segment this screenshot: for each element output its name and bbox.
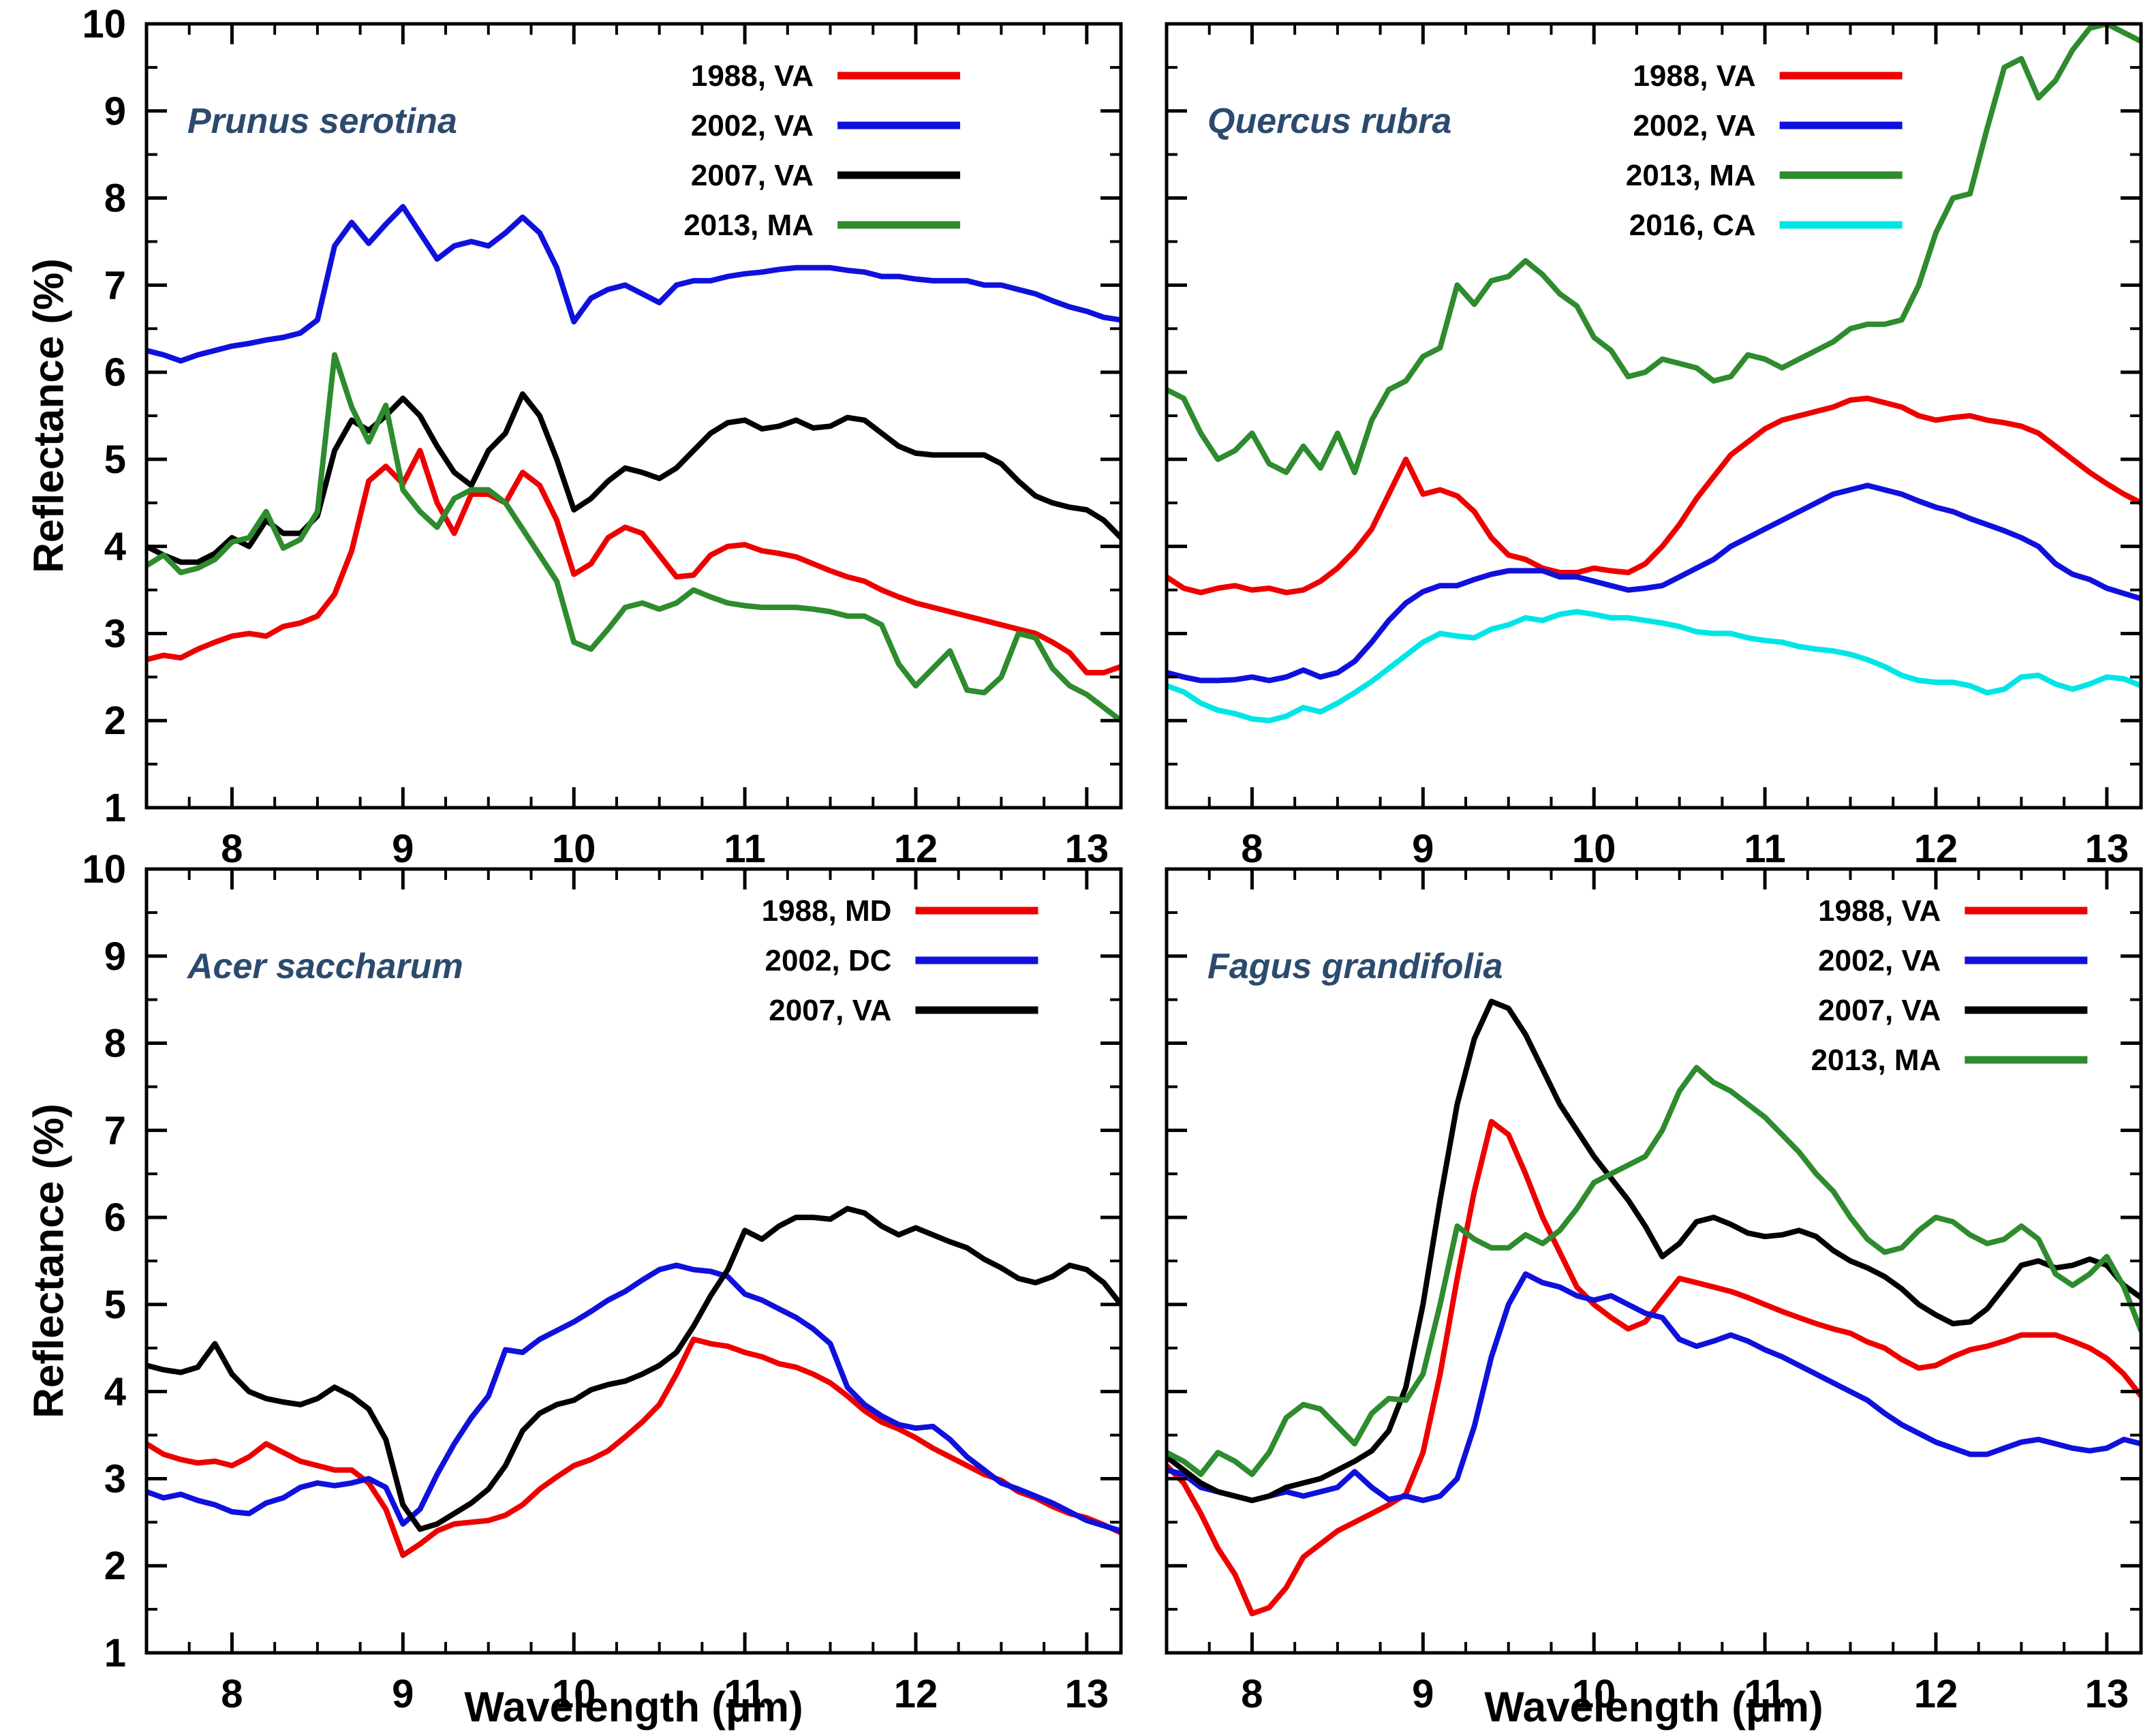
y-tick-label: 3 (104, 611, 126, 656)
series-line-1988-va (147, 448, 1121, 675)
series-line-2002-va (147, 204, 1121, 364)
x-tick-label: 9 (392, 827, 414, 871)
y-tick-label: 2 (104, 1544, 126, 1588)
series-line-1988-md (147, 1337, 1121, 1558)
legend: 1988, VA 2002, VA 2007, VA 2013, MA (683, 59, 961, 242)
legend-label: 2002, VA (691, 109, 814, 142)
x-axis-label-left: Wavelength (μm) (464, 1684, 803, 1731)
y-tick-label: 6 (104, 350, 126, 395)
series-line-2013-ma (147, 352, 1121, 724)
x-tick-label: 11 (1744, 827, 1785, 871)
legend-label: 2016, CA (1629, 209, 1756, 242)
x-tick-label: 9 (1412, 1672, 1434, 1716)
series-line-2007-va (147, 1206, 1121, 1532)
x-tick-label: 8 (1241, 827, 1263, 871)
x-tick-label: 10 (1572, 1672, 1616, 1716)
legend-label: 2013, MA (683, 209, 814, 242)
x-tick-label: 13 (2085, 827, 2129, 871)
series-line-1988-va (1167, 1118, 2141, 1617)
x-tick-label: 10 (552, 1672, 596, 1716)
y-tick-label: 8 (104, 177, 126, 221)
y-axis-label-bottom: Reflectance (%) (25, 1103, 73, 1418)
legend-label: 2013, MA (1811, 1044, 1941, 1077)
x-tick-label: 13 (1065, 1672, 1109, 1716)
y-tick-label: 9 (104, 89, 126, 134)
y-tick-label: 1 (104, 786, 126, 830)
x-tick-label: 8 (221, 827, 243, 871)
x-tick-label: 13 (2085, 1672, 2129, 1716)
x-tick-label: 12 (1914, 1672, 1958, 1716)
legend-label: 2007, VA (769, 994, 891, 1027)
axis-border (1165, 867, 2143, 1655)
panel-title: Acer saccharum (186, 947, 463, 986)
x-tick-label: 11 (724, 827, 765, 871)
legend-label: 1988, VA (691, 59, 814, 93)
series-line-2013-ma (1167, 24, 2141, 476)
y-tick-label: 3 (104, 1457, 126, 1501)
y-tick-label: 10 (82, 2, 126, 46)
x-tick-label: 8 (1241, 1672, 1263, 1716)
x-tick-label: 8 (221, 1672, 243, 1716)
series-line-1988-va (1167, 395, 2141, 596)
panel-title: Fagus grandifolia (1207, 947, 1503, 986)
x-tick-label: 9 (392, 1672, 414, 1716)
legend-label: 2002, VA (1818, 944, 1941, 977)
y-tick-label: 4 (104, 1370, 126, 1414)
x-axis-label-right: Wavelength (μm) (1484, 1684, 1823, 1731)
series-line-2007-va (147, 391, 1121, 565)
x-tick-label: 11 (1744, 1672, 1785, 1716)
y-tick-label: 4 (104, 525, 126, 569)
x-tick-label: 13 (1065, 827, 1109, 871)
series-line-2007-va (1167, 999, 2141, 1504)
y-tick-label: 5 (104, 1283, 126, 1327)
legend-label: 1988, VA (1818, 894, 1941, 928)
y-tick-label: 7 (104, 263, 126, 307)
legend-label: 2002, VA (1633, 109, 1755, 142)
series-group (147, 1206, 1121, 1558)
y-tick-label: 1 (104, 1631, 126, 1675)
x-tick-label: 12 (894, 827, 938, 871)
y-tick-label: 8 (104, 1022, 126, 1066)
y-tick-label: 7 (104, 1108, 126, 1153)
legend-label: 2007, VA (691, 159, 814, 192)
x-tick-label: 11 (724, 1672, 765, 1716)
legend: 1988, VA 2002, VA 2013, MA 2016, CA (1626, 59, 1903, 242)
legend-label: 1988, VA (1633, 59, 1755, 93)
legend-label: 2002, DC (765, 944, 892, 977)
legend: 1988, MD 2002, DC 2007, VA (762, 894, 1038, 1027)
legend-label: 2007, VA (1818, 994, 1941, 1027)
panel-title: Prunus serotina (187, 102, 457, 141)
panel-fagus-grandifolia: 8 9 10 11 12 13 Fagus grandifolia 1988, VA 2002,… (1165, 867, 2143, 1716)
series-line-2016-ca (1167, 609, 2141, 724)
axis-border (144, 867, 1123, 1655)
legend-label: 2013, MA (1626, 159, 1756, 192)
y-axis-label-top: Reflectance (%) (25, 258, 73, 573)
x-tick-label: 12 (1914, 827, 1958, 871)
series-line-2002-dc (147, 1262, 1121, 1534)
legend-label: 1988, MD (762, 894, 892, 928)
x-tick-label: 10 (1572, 827, 1616, 871)
series-line-2002-va (1167, 483, 2141, 684)
legend: 1988, VA 2002, VA 2007, VA 2013, MA (1811, 894, 2088, 1077)
y-tick-label: 6 (104, 1196, 126, 1240)
series-group (1167, 24, 2141, 724)
y-tick-label: 9 (104, 934, 126, 979)
y-tick-label: 2 (104, 699, 126, 743)
series-line-2002-va (1167, 1271, 2141, 1504)
panel-title: Quercus rubra (1207, 102, 1451, 141)
y-tick-label: 5 (104, 438, 126, 482)
x-tick-label: 9 (1412, 827, 1434, 871)
series-group (1167, 999, 2141, 1617)
series-group (147, 204, 1121, 724)
panel-quercus-rubra: 8 9 10 11 12 13 Quercus rubra 1988, VA 2002, VA 2… (1165, 22, 2143, 871)
y-tick-label: 10 (82, 847, 126, 892)
x-tick-label: 12 (894, 1672, 938, 1716)
x-tick-label: 10 (552, 827, 596, 871)
series-line-2013-ma (1167, 1065, 2141, 1478)
